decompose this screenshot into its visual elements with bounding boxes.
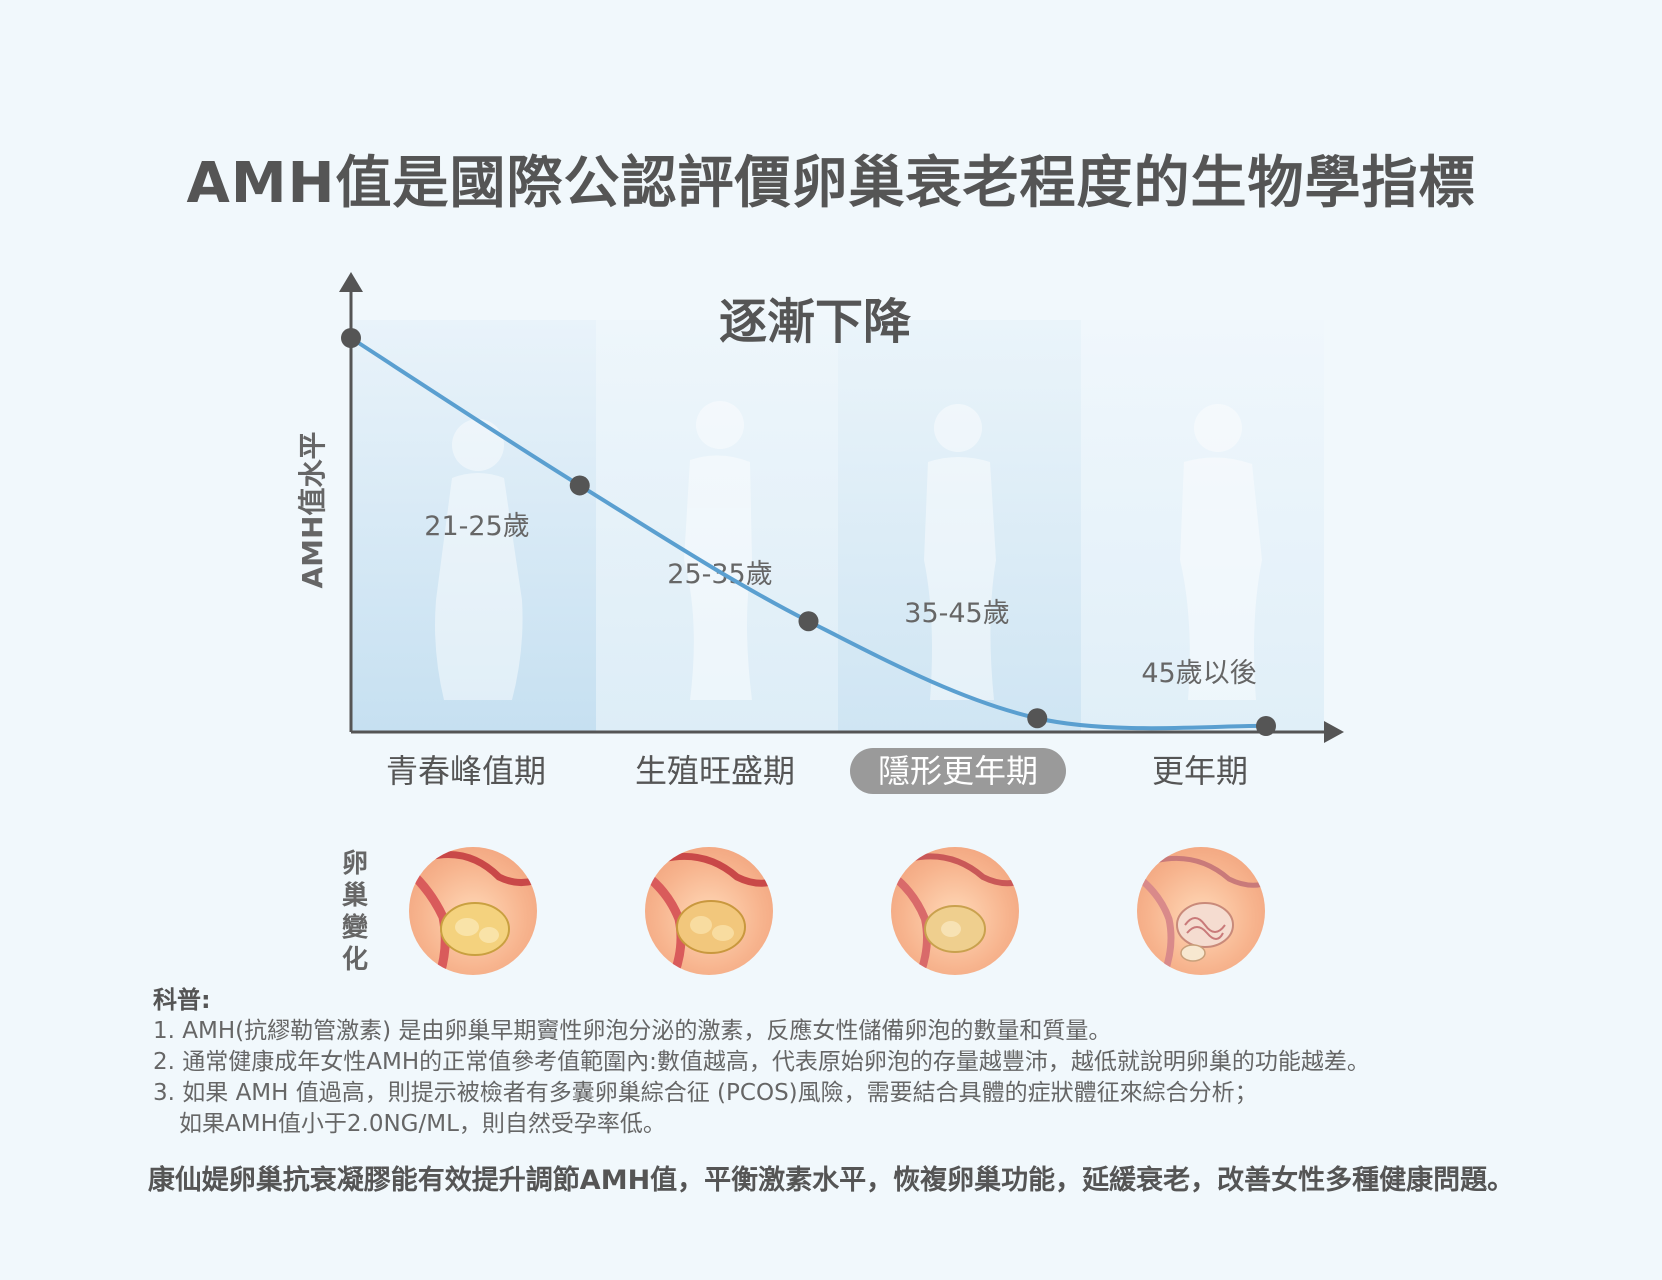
ovary-label-char: 變 (341, 913, 368, 943)
series-markers (341, 328, 1276, 736)
notes-heading: 科普: (153, 986, 211, 1014)
age-label: 21-25歲 (424, 511, 529, 542)
ovary-label-char: 化 (341, 945, 368, 975)
note-line: 3. 如果 AMH 值過高，則提示被檢者有多囊卵巢綜合征 (PCOS)風險，需要… (153, 1080, 1258, 1106)
stage-band-1 (352, 320, 596, 732)
category-label: 更年期 (1152, 752, 1248, 790)
category-label-highlighted: 隱形更年期 (878, 752, 1038, 790)
amh-chart: 逐漸下降 AMH值水平 21-25歲 25-35歲 35-45歲 45歲以後 青… (296, 272, 1344, 794)
stage-band-2 (596, 320, 838, 732)
data-point (341, 328, 361, 348)
science-notes: 科普: 1. AMH(抗繆勒管激素) 是由卵巢早期竇性卵泡分泌的激素，反應女性儲… (153, 985, 1553, 1140)
ovary-aged-icon (1137, 847, 1265, 975)
data-point (1027, 708, 1048, 729)
age-label: 25-35歲 (667, 559, 772, 590)
note-line: 2. 通常健康成年女性AMH的正常值參考值範圍內:數值越高，代表原始卵泡的存量越… (153, 1049, 1370, 1075)
age-label: 35-45歲 (904, 598, 1009, 629)
ovary-prime-icon (645, 847, 773, 975)
ovary-label-char: 卵 (341, 849, 368, 879)
woman-silhouette-icon (684, 401, 752, 700)
product-claim: 康仙媞卵巢抗衰凝膠能有效提升調節AMH值，平衡激素水平，恢複卵巢功能，延緩衰老，… (147, 1165, 1515, 1196)
category-label: 生殖旺盛期 (635, 752, 795, 790)
y-axis-label: AMH值水平 (296, 432, 329, 589)
ovary-healthy-icon (409, 847, 537, 975)
data-point (1256, 716, 1276, 736)
note-line-continuation: 如果AMH值小于2.0NG/ML，則自然受孕率低。 (179, 1111, 666, 1137)
data-point (798, 611, 819, 632)
ovary-declining-icon (891, 847, 1019, 975)
note-line: 1. AMH(抗繆勒管激素) 是由卵巢早期竇性卵泡分泌的激素，反應女性儲備卵泡的… (153, 1018, 1112, 1044)
y-axis-arrow-icon (339, 272, 363, 292)
x-axis-arrow-icon (1324, 721, 1344, 743)
category-label: 青春峰值期 (386, 752, 546, 790)
ovary-change-label: 卵 巢 變 化 (335, 848, 375, 976)
highlight-pill (850, 748, 1066, 794)
woman-silhouette-icon (1180, 404, 1262, 700)
ovary-label-char: 巢 (341, 881, 368, 911)
data-point (569, 475, 590, 496)
age-label: 45歲以後 (1141, 658, 1256, 689)
chart-title: 逐漸下降 (719, 294, 912, 350)
woman-silhouette-icon (435, 419, 523, 700)
woman-silhouette-icon (924, 404, 996, 700)
page-title: AMH值是國際公認評價卵巢衰老程度的生物學指標 (186, 151, 1476, 216)
stage-band-4 (1081, 320, 1324, 732)
stage-band-3 (838, 320, 1081, 732)
